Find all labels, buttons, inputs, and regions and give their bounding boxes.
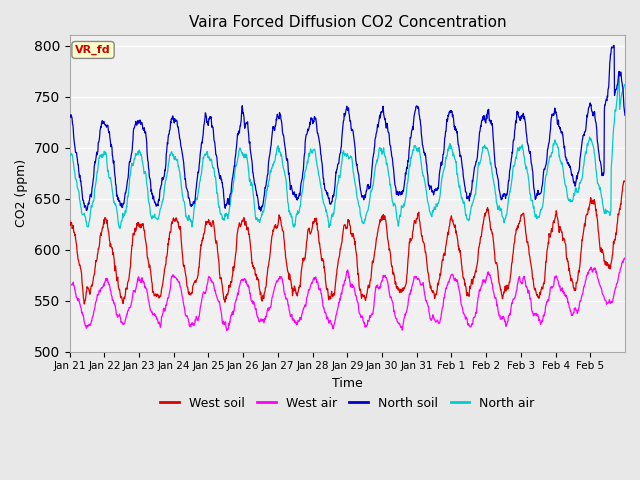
X-axis label: Time: Time xyxy=(332,377,363,390)
Legend: West soil, West air, North soil, North air: West soil, West air, North soil, North a… xyxy=(155,392,540,415)
Y-axis label: CO2 (ppm): CO2 (ppm) xyxy=(15,159,28,228)
Title: Vaira Forced Diffusion CO2 Concentration: Vaira Forced Diffusion CO2 Concentration xyxy=(189,15,506,30)
Text: VR_fd: VR_fd xyxy=(76,45,111,55)
